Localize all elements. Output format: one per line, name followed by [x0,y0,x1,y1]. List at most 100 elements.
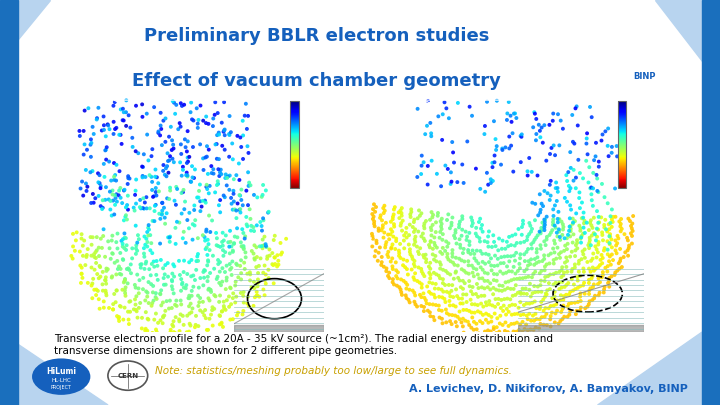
Point [209,306,220,312]
Point [397,262,409,269]
Point [456,232,467,239]
Point [426,209,437,215]
Point [423,289,435,295]
Point [407,224,418,230]
Point [506,311,518,318]
Point [95,185,107,192]
Point [145,240,157,246]
Point [153,320,164,326]
Point [477,228,488,235]
Point [604,231,616,237]
Point [369,221,380,227]
Point [210,293,221,300]
Point [418,308,430,314]
Point [105,177,117,184]
Point [581,130,593,136]
Point [581,135,593,142]
Point [122,175,134,181]
Point [415,171,427,177]
Point [165,329,176,335]
Point [533,212,544,219]
Point [526,245,538,252]
Point [114,271,125,277]
Point [566,269,577,275]
Point [474,235,485,241]
Point [497,237,508,244]
Point [201,183,212,190]
Point [235,290,247,296]
Point [427,251,438,258]
Point [418,223,430,229]
Point [156,211,168,217]
Point [101,292,112,298]
Point [567,139,579,145]
Point [370,204,382,210]
Point [482,239,493,245]
Point [452,100,464,106]
Point [367,216,379,222]
Point [562,258,573,264]
Point [119,187,130,193]
Point [418,273,430,279]
Point [522,168,534,175]
Point [526,274,538,281]
Point [230,260,242,267]
Point [552,189,564,195]
Point [475,225,487,232]
Point [242,271,253,277]
Point [208,266,220,272]
Point [197,232,209,239]
Point [189,217,201,224]
Point [619,249,631,256]
Point [192,235,204,241]
Point [117,257,129,263]
Point [596,229,608,236]
Point [104,188,116,195]
Point [625,230,636,237]
Point [146,303,158,309]
Point [554,279,565,286]
Point [585,184,597,191]
Point [139,233,150,240]
Point [130,176,142,183]
Point [443,211,454,217]
Point [258,233,270,240]
Point [215,313,226,319]
Point [138,164,149,170]
Point [137,174,148,181]
Point [136,315,148,321]
Point [493,287,505,294]
Point [531,131,542,137]
Point [575,283,586,290]
Point [551,198,562,204]
Point [148,104,160,111]
Point [232,132,243,139]
Point [503,278,514,285]
Point [514,265,526,271]
Point [369,253,380,260]
Point [549,202,561,209]
Point [216,320,228,326]
Point [528,318,540,324]
Point [491,277,503,284]
Point [409,298,420,305]
Point [473,219,485,225]
Point [137,205,148,211]
Point [571,237,582,243]
Point [490,330,502,336]
Point [242,143,253,149]
Point [257,245,269,252]
Point [479,238,490,245]
Point [404,286,415,293]
Point [401,234,413,241]
Point [606,244,618,251]
Point [87,191,99,197]
Point [264,252,276,259]
Point [548,281,559,288]
Point [225,195,237,201]
Point [466,309,477,315]
Point [410,239,421,245]
Point [573,260,585,267]
Point [458,246,469,252]
Point [459,280,470,286]
